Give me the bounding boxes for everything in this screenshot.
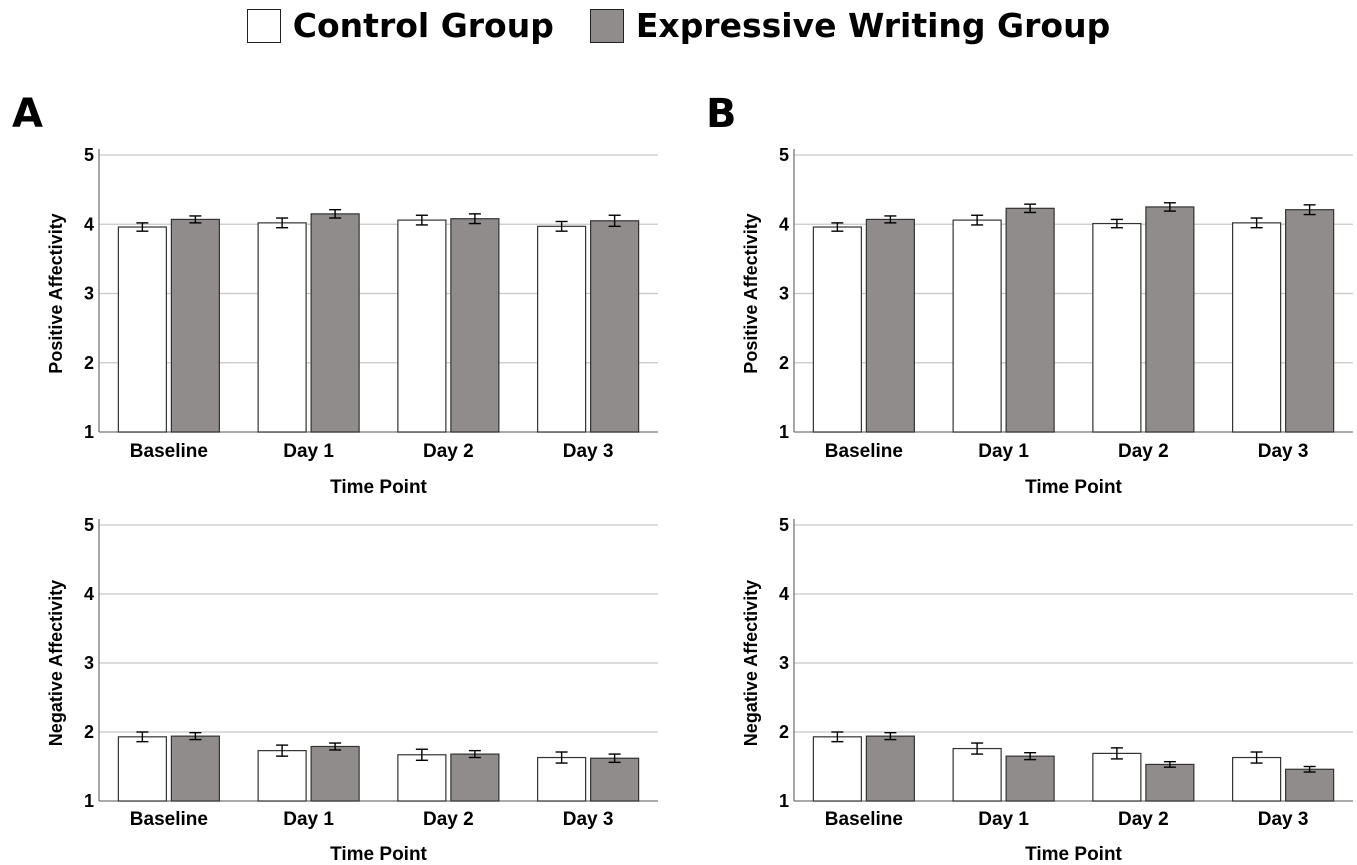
bar-control — [257, 222, 307, 433]
y-tick-label: 5 — [84, 145, 94, 165]
bar-expressive — [450, 753, 500, 802]
x-tick-label: Day 3 — [1258, 441, 1309, 462]
bar-expressive — [1145, 206, 1195, 433]
y-tick-label: 5 — [779, 515, 789, 535]
legend-swatch-expressive — [589, 8, 624, 43]
bar-expressive — [590, 757, 640, 802]
x-tick-label: Day 1 — [283, 809, 334, 830]
x-tick-label: Day 3 — [563, 809, 614, 830]
bar-control — [117, 736, 167, 802]
bar-control — [1092, 752, 1142, 802]
y-tick-label: 5 — [84, 515, 94, 535]
bar-control — [117, 226, 167, 433]
y-axis-title: Negative Affectivity — [741, 580, 761, 746]
chart-b-positive-affectivity: 1 2 3 4 5 Baseline Day 1 Day 2 Day 3 Time Point Po… — [741, 145, 1353, 498]
y-tick-label: 5 — [779, 145, 789, 165]
x-tick-label: Day 2 — [1118, 441, 1169, 462]
bar-control — [537, 756, 587, 802]
x-tick-label: Day 1 — [283, 441, 334, 462]
y-axis-title: Positive Affectivity — [741, 213, 761, 373]
bar-control — [1232, 756, 1282, 802]
chart-a-negative-affectivity: 1 2 3 4 5 Baseline Day 1 Day 2 Day 3 Time Point Ne… — [46, 515, 658, 865]
bar-control — [812, 736, 862, 802]
bar-expressive — [1145, 763, 1195, 802]
x-tick-label: Day 1 — [978, 809, 1029, 830]
chart-a-positive-affectivity: 1 2 3 4 5 Baseline Day 1 Day 2 Day 3 Time Point Po… — [46, 145, 658, 498]
legend: Control Group Expressive Writing Group — [0, 6, 1357, 45]
y-tick-label: 3 — [84, 284, 94, 304]
y-tick-label: 1 — [779, 791, 789, 811]
chart-b-negative-affectivity: 1 2 3 4 5 Baseline Day 1 Day 2 Day 3 Time Point Ne… — [741, 515, 1353, 865]
bar-control — [1232, 222, 1282, 433]
y-tick-label: 3 — [84, 653, 94, 673]
bar-expressive — [450, 218, 500, 433]
x-tick-label: Day 3 — [563, 441, 614, 462]
bar-expressive — [865, 735, 915, 802]
bar-control — [1092, 222, 1142, 433]
x-tick-label: Baseline — [825, 441, 903, 462]
y-tick-label: 1 — [84, 791, 94, 811]
bar-control — [397, 754, 447, 802]
bar-expressive — [310, 745, 360, 802]
y-tick-label: 1 — [84, 422, 94, 442]
x-tick-label: Day 3 — [1258, 809, 1309, 830]
y-axis-title: Negative Affectivity — [46, 580, 66, 746]
bar-expressive — [1005, 755, 1055, 802]
y-tick-label: 4 — [84, 214, 94, 234]
bar-expressive — [310, 213, 360, 433]
x-axis-title: Time Point — [330, 844, 427, 865]
bar-control — [257, 750, 307, 802]
bar-control — [952, 747, 1002, 802]
y-tick-label: 2 — [84, 353, 94, 373]
panel-label-b: B — [706, 91, 737, 137]
legend-item-expressive: Expressive Writing Group — [589, 6, 1111, 45]
bar-expressive — [170, 218, 220, 433]
bar-control — [812, 226, 862, 433]
bar-control — [537, 225, 587, 433]
x-axis-title: Time Point — [1025, 477, 1122, 498]
x-tick-label: Baseline — [130, 809, 208, 830]
legend-item-control: Control Group — [246, 6, 554, 45]
bar-expressive — [170, 735, 220, 802]
y-tick-label: 2 — [779, 353, 789, 373]
y-tick-label: 4 — [84, 584, 94, 604]
x-axis-title: Time Point — [330, 477, 427, 498]
x-tick-label: Day 2 — [1118, 809, 1169, 830]
y-tick-label: 3 — [779, 653, 789, 673]
legend-label-control: Control Group — [292, 6, 554, 45]
y-tick-label: 2 — [779, 722, 789, 742]
y-tick-label: 4 — [779, 214, 789, 234]
bar-expressive — [1005, 207, 1055, 433]
panel-label-a: A — [12, 91, 43, 137]
bar-expressive — [865, 218, 915, 433]
y-tick-label: 2 — [84, 722, 94, 742]
bar-control — [397, 219, 447, 433]
x-tick-label: Baseline — [825, 809, 903, 830]
x-tick-label: Day 2 — [423, 809, 474, 830]
x-axis-title: Time Point — [1025, 844, 1122, 865]
x-tick-label: Day 1 — [978, 441, 1029, 462]
y-tick-label: 1 — [779, 422, 789, 442]
bar-expressive — [1285, 209, 1335, 433]
bar-control — [952, 219, 1002, 433]
y-tick-label: 4 — [779, 584, 789, 604]
bar-expressive — [1285, 768, 1335, 802]
legend-swatch-control — [246, 8, 281, 43]
x-tick-label: Day 2 — [423, 441, 474, 462]
y-tick-label: 3 — [779, 284, 789, 304]
bar-expressive — [590, 220, 640, 433]
legend-label-expressive: Expressive Writing Group — [635, 6, 1111, 45]
x-tick-label: Baseline — [130, 441, 208, 462]
y-axis-title: Positive Affectivity — [46, 213, 66, 373]
